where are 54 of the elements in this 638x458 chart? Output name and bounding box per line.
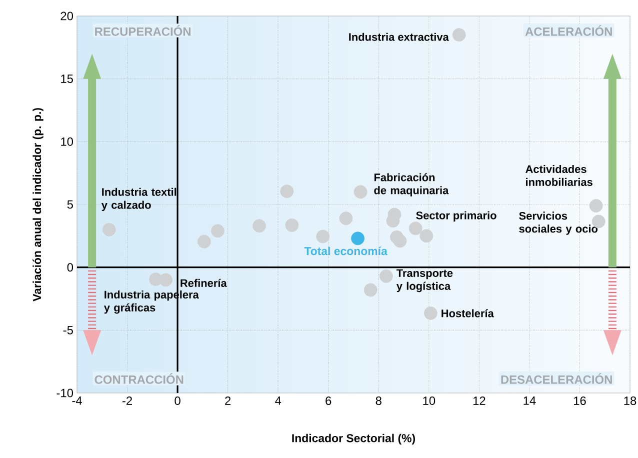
point xyxy=(211,224,224,238)
point xyxy=(280,184,294,198)
y-tick-label: -5 xyxy=(63,326,73,334)
x-tick-label: 2 xyxy=(225,396,231,405)
annotation: Actividades inmobiliarias xyxy=(526,164,592,186)
point xyxy=(351,232,364,246)
point xyxy=(420,229,434,243)
point xyxy=(252,219,266,233)
x-tick-label: -2 xyxy=(122,396,132,405)
point xyxy=(379,269,393,283)
annotation: Servicios sociales y ocio xyxy=(519,212,598,235)
y-tick-label: 5 xyxy=(67,200,73,209)
y-tick-label: 10 xyxy=(61,137,74,146)
point xyxy=(452,28,466,42)
annotation: Fabricación de maquinaria xyxy=(374,173,449,196)
annotation: Hostelería xyxy=(442,309,494,318)
x-tick-label: 14 xyxy=(524,396,536,405)
point xyxy=(424,306,438,320)
annotation: RECUPERACIÓN xyxy=(95,25,190,36)
point xyxy=(393,234,407,248)
point xyxy=(354,185,368,199)
point xyxy=(316,230,330,244)
y-tick-label: 0 xyxy=(67,263,74,272)
annotation: Sector primario xyxy=(416,211,496,222)
x-tick-label: 18 xyxy=(624,396,636,405)
x-tick-label: 12 xyxy=(473,396,486,405)
point xyxy=(339,212,353,226)
point xyxy=(408,222,422,236)
y-tick-label: 20 xyxy=(60,12,74,20)
x-tick-label: -4 xyxy=(72,396,82,405)
point xyxy=(197,234,211,248)
x-tick-label: 8 xyxy=(376,396,382,405)
point xyxy=(102,222,116,236)
annotation: Transporte y logística xyxy=(396,269,453,292)
x-axis-title: Indicador Sectorial (%) xyxy=(292,434,416,444)
y-tick-label: 15 xyxy=(61,74,73,83)
annotation: Industria textil y calzado xyxy=(101,188,176,211)
annotation: Refinería xyxy=(180,278,227,287)
point xyxy=(159,273,172,287)
y-axis-title: Variación anual del indicador (p. p.) xyxy=(32,108,44,302)
x-tick-label: 4 xyxy=(275,396,282,405)
annotation: DESACELERACIÓN xyxy=(501,373,612,384)
point xyxy=(364,283,378,297)
annotation: CONTRACCIÓN xyxy=(94,373,184,384)
point xyxy=(285,218,299,232)
x-tick-label: 10 xyxy=(423,396,436,405)
x-tick-label: 16 xyxy=(574,396,586,405)
x-tick-label: 6 xyxy=(326,396,332,405)
y-tick-label: -10 xyxy=(56,388,74,398)
annotation: ACELERACIÓN xyxy=(525,25,612,36)
x-tick-label: 0 xyxy=(174,396,180,405)
annotation: Industria extractiva xyxy=(349,32,449,41)
point xyxy=(589,199,603,212)
series-label: Total economía xyxy=(304,246,388,256)
